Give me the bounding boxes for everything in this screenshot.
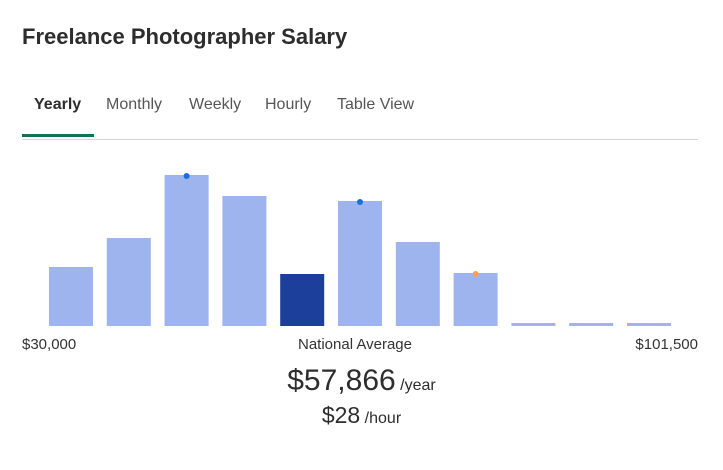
tab[interactable]: Hourly	[265, 96, 312, 113]
tab[interactable]: Table View	[337, 96, 415, 113]
bar	[106, 238, 151, 326]
yearly-unit: /year	[400, 377, 436, 394]
marker-dot	[183, 173, 190, 179]
yearly-amount: $57,866	[287, 364, 396, 397]
tab[interactable]: Weekly	[189, 96, 242, 113]
tab-bar: Yearly Monthly Weekly Hourly Table View	[22, 96, 698, 140]
page-title: Freelance Photographer Salary	[22, 24, 348, 49]
marker-dot	[472, 271, 479, 277]
min-label: $30,000	[22, 336, 77, 353]
tab[interactable]: Yearly	[34, 96, 82, 113]
center-label: National Average	[298, 336, 412, 353]
bar	[453, 273, 498, 326]
yearly-salary: $57,866 /year	[0, 364, 723, 398]
max-label: $101,500	[635, 336, 698, 353]
hourly-amount: $28	[321, 402, 361, 428]
salary-histogram	[49, 173, 671, 326]
bar	[280, 274, 325, 326]
bar	[49, 267, 93, 326]
bar	[511, 323, 556, 326]
bar	[627, 323, 671, 326]
bar	[164, 175, 209, 326]
hourly-salary: $28 /hour	[0, 402, 723, 429]
tab[interactable]: Monthly	[106, 96, 163, 113]
bar	[569, 323, 614, 326]
marker-dot	[357, 199, 363, 205]
bar	[338, 201, 382, 326]
hourly-unit: /hour	[364, 410, 402, 427]
active-tab-underline	[22, 134, 94, 137]
bar	[395, 242, 440, 326]
bar	[222, 196, 267, 326]
